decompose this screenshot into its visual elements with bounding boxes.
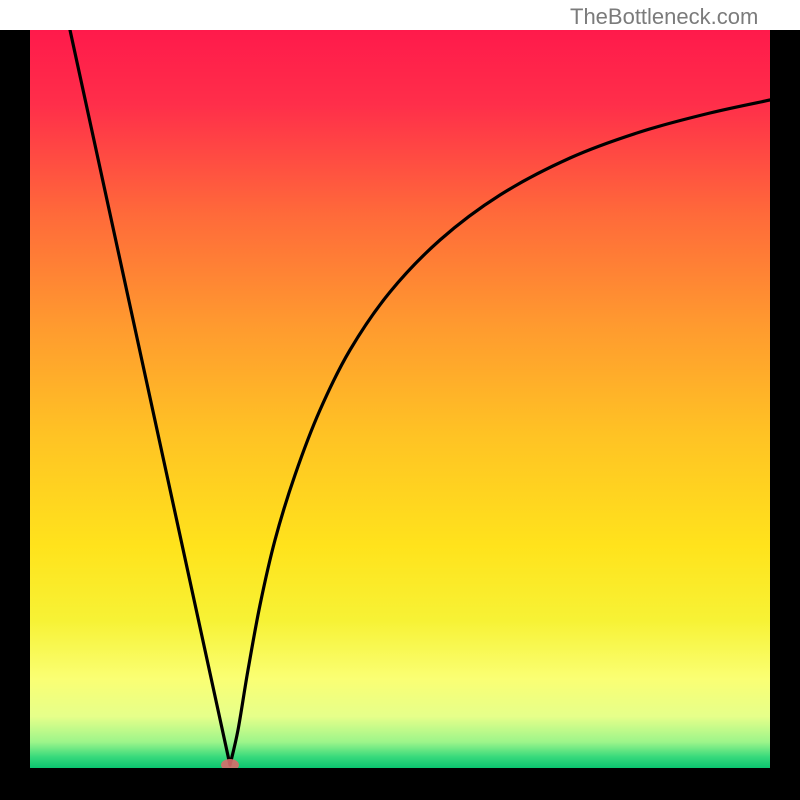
watermark-text: TheBottleneck.com xyxy=(570,4,758,30)
minimum-marker xyxy=(221,759,239,768)
bottleneck-curve xyxy=(70,30,770,765)
